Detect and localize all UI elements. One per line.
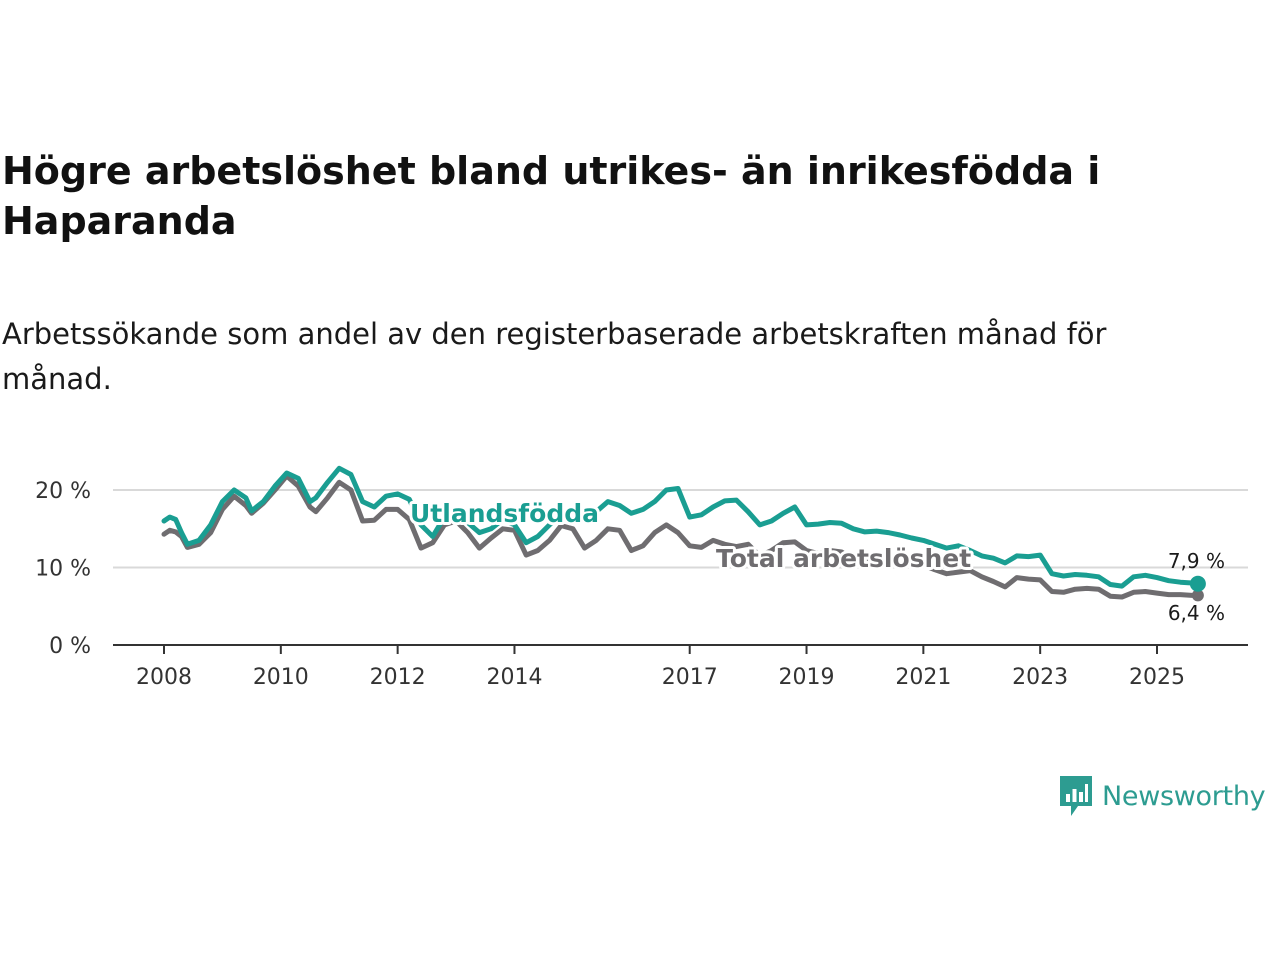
end-label-total: 6,4 % [1168, 601, 1225, 625]
x-tick-label: 2023 [1012, 665, 1068, 690]
x-tick-label: 2012 [370, 665, 426, 690]
newsworthy-logo: Newsworthy [1058, 774, 1266, 818]
series-labels: Utlandsfödda Total arbetslöshet [407, 496, 974, 576]
y-tick-label: 20 % [35, 479, 91, 504]
y-tick-label: 0 % [49, 634, 91, 659]
series-line-utlandsfodda [161, 465, 1201, 589]
series-line-total [161, 473, 1201, 600]
x-tick-label: 2008 [136, 665, 192, 690]
end-point-total [1191, 589, 1204, 602]
y-tick-label: 10 % [35, 557, 91, 582]
end-point-utlandsfodda [1189, 575, 1206, 592]
x-tick-label: 2014 [486, 665, 542, 690]
x-tick-label: 2010 [253, 665, 309, 690]
newsworthy-logo-text: Newsworthy [1102, 780, 1266, 812]
newsworthy-logo-icon [1060, 776, 1092, 816]
series-label-utlandsfodda: Utlandsfödda [410, 499, 599, 528]
grid-lines [113, 489, 1248, 569]
chart-subtitle: Arbetssökande som andel av den registerb… [2, 317, 1107, 396]
x-tick-label: 2017 [662, 665, 718, 690]
axes: 0 % 10 % 20 % 2008 2010 2012 2014 2017 2019 2021 2… [35, 479, 1248, 690]
end-value-labels: 7,9 % 6,4 % [1168, 549, 1225, 625]
x-tick-label: 2019 [779, 665, 835, 690]
series-lines [161, 465, 1206, 602]
end-label-utlandsfodda: 7,9 % [1168, 549, 1225, 573]
x-tick-label: 2025 [1129, 665, 1185, 690]
chart-title: Högre arbetslöshet bland utrikes- än inr… [2, 149, 1101, 243]
series-label-total: Total arbetslöshet [716, 544, 971, 573]
x-tick-label: 2021 [895, 665, 951, 690]
